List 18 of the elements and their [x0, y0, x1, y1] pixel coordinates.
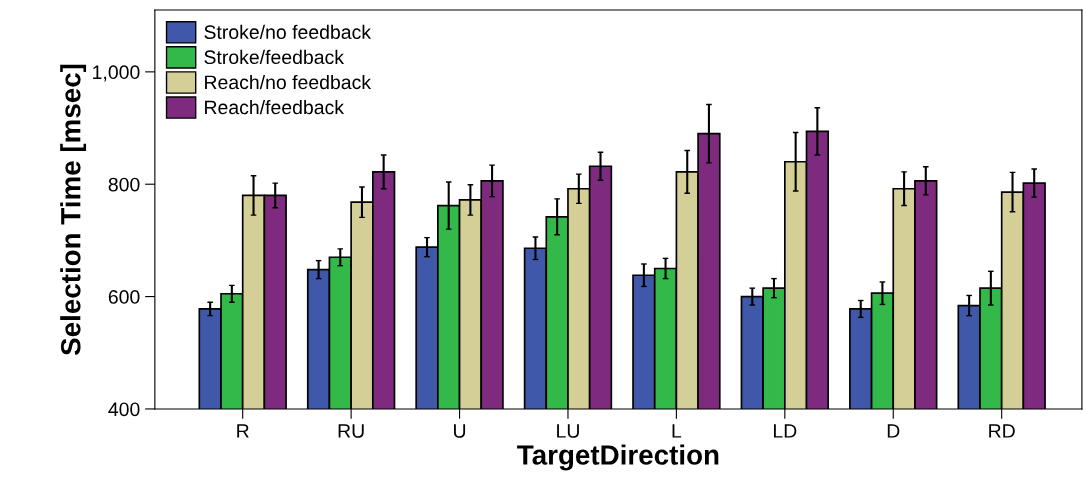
y-tick-label: 800: [108, 177, 140, 192]
x-tick-label: RD: [989, 424, 1015, 438]
legend-label: Reach/feedback: [205, 100, 345, 115]
y-tick-label: 600: [108, 290, 140, 304]
x-tick-label: U: [454, 424, 466, 438]
x-tick-label: D: [887, 424, 900, 438]
x-tick-label: LD: [774, 424, 797, 438]
x-axis-title: TargetDirection: [517, 444, 719, 471]
x-tick-label: L: [672, 424, 682, 438]
y-tick-label: 1,000: [93, 65, 140, 82]
x-tick-label: RU: [338, 424, 364, 438]
legend-label: Stroke/feedback: [204, 49, 345, 65]
x-tick-label: LU: [557, 424, 579, 438]
y-tick-label: 400: [108, 402, 140, 417]
legend-label: Reach/no feedback: [205, 74, 372, 90]
x-tick-label: R: [237, 424, 249, 438]
legend-label: Stroke/no feedback: [204, 24, 372, 40]
y-axis-title: Selection Time [msec]: [60, 64, 87, 356]
